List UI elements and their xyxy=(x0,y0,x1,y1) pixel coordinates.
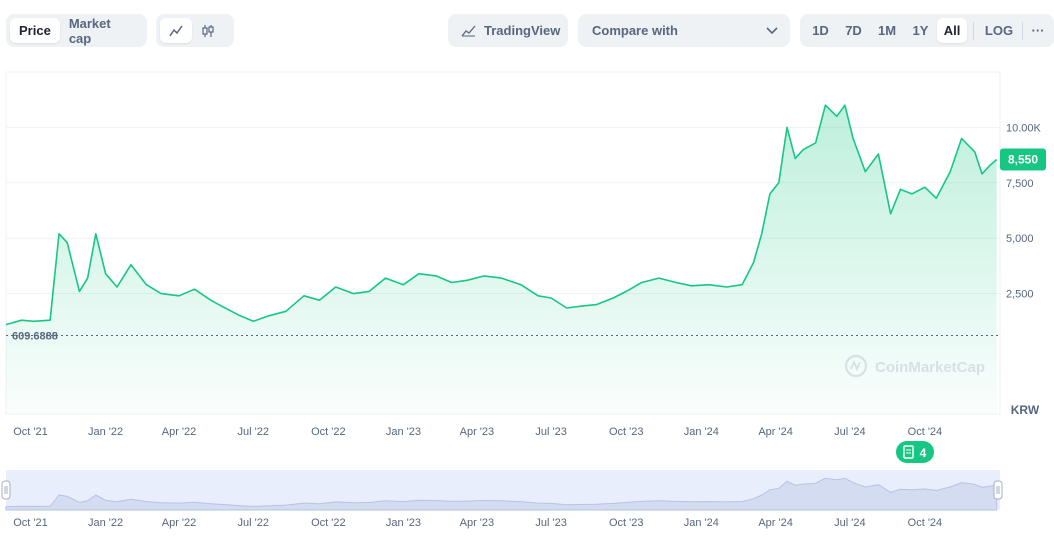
navigator-tick-label: Oct '24 xyxy=(908,517,943,529)
navigator-tick-label: Oct '23 xyxy=(609,517,644,529)
x-tick-label: Jul '23 xyxy=(535,426,566,438)
price-line xyxy=(5,104,998,326)
chart-toolbar: Price Market cap TradingView Compare wit… xyxy=(0,14,1054,48)
tradingview-label: TradingView xyxy=(484,23,561,38)
navigator-area xyxy=(5,477,998,511)
x-tick-label: Apr '23 xyxy=(460,426,495,438)
x-tick-label: Jan '24 xyxy=(684,426,719,438)
line-chart-button[interactable] xyxy=(160,18,192,43)
price-chart[interactable]: CoinMarketCap 2,500 5,000 7,500 10.00K Oct … xyxy=(0,64,1054,464)
navigator-tick-label: Jan '23 xyxy=(386,517,421,529)
x-tick-label: Apr '24 xyxy=(758,426,793,438)
x-tick-label: Jan '23 xyxy=(386,426,421,438)
divider xyxy=(973,21,974,40)
y-tick-label: 2,500 xyxy=(1006,289,1034,301)
y-tick-label: 10.00K xyxy=(1006,122,1042,134)
navigator-tick-label: Jul '22 xyxy=(238,517,269,529)
navigator-tick-label: Jul '24 xyxy=(834,517,865,529)
current-price-tag: 8,550 xyxy=(1000,148,1046,171)
chart-type-toggle xyxy=(156,14,234,47)
range-1d-button[interactable]: 1D xyxy=(812,23,829,38)
range-1y-button[interactable]: 1Y xyxy=(912,23,929,38)
navigator-tick-label: Oct '22 xyxy=(311,517,346,529)
chevron-down-icon xyxy=(766,26,778,34)
range-all-button[interactable]: All xyxy=(937,18,967,43)
compare-with-dropdown[interactable]: Compare with xyxy=(578,14,790,47)
y-tick-label: 5,000 xyxy=(1006,233,1034,245)
x-tick-label: Oct '21 xyxy=(13,426,48,438)
price-marketcap-toggle: Price Market cap xyxy=(6,14,147,47)
price-area xyxy=(6,105,997,414)
open-price-label: 609.6888 xyxy=(12,330,58,342)
coinmarketcap-watermark: CoinMarketCap xyxy=(844,354,985,378)
trend-icon xyxy=(461,25,476,36)
navigator-tick-label: Apr '24 xyxy=(758,517,793,529)
line-chart-icon xyxy=(169,25,183,36)
range-navigator[interactable]: Oct '21 Jan '22 Apr '22 Jul '22 Oct '22 Jan '… xyxy=(0,462,1054,538)
x-tick-label: Jul '24 xyxy=(834,426,865,438)
candlestick-button[interactable] xyxy=(192,18,224,43)
navigator-tick-label: Jul '23 xyxy=(535,517,566,529)
x-tick-label: Apr '22 xyxy=(162,426,197,438)
market-cap-tab[interactable]: Market cap xyxy=(68,15,111,46)
range-7d-button[interactable]: 7D xyxy=(845,23,862,38)
more-options-button[interactable]: ··· xyxy=(1031,23,1045,38)
current-price-label: 8,550 xyxy=(1008,153,1038,167)
tradingview-button[interactable]: TradingView xyxy=(452,18,569,43)
candlestick-icon xyxy=(202,24,214,37)
navigator-tick-label: Oct '21 xyxy=(13,517,48,529)
navigator-svg: Oct '21 Jan '22 Apr '22 Jul '22 Oct '22 Jan '… xyxy=(1,470,1003,529)
log-scale-button[interactable]: LOG xyxy=(984,23,1014,38)
y-tick-label: 7,500 xyxy=(1006,178,1034,190)
x-tick-label: Jul '22 xyxy=(238,426,269,438)
x-tick-label: Oct '24 xyxy=(908,426,943,438)
events-badge[interactable]: 4 xyxy=(896,441,934,463)
x-tick-label: Jan '22 xyxy=(88,426,123,438)
tradingview-button-wrap: TradingView xyxy=(448,14,568,47)
x-tick-label: Oct '23 xyxy=(609,426,644,438)
left-handle[interactable] xyxy=(1,480,11,500)
price-chart-svg: CoinMarketCap 2,500 5,000 7,500 10.00K Oct … xyxy=(5,71,1046,463)
navigator-tick-label: Jan '22 xyxy=(88,517,123,529)
divider xyxy=(1022,21,1023,40)
compare-label: Compare with xyxy=(592,23,678,38)
navigator-tick-label: Apr '22 xyxy=(162,517,197,529)
price-tab[interactable]: Price xyxy=(10,18,60,43)
watermark-text: CoinMarketCap xyxy=(875,359,985,376)
currency-label: KRW xyxy=(1011,403,1040,417)
navigator-tick-label: Jan '24 xyxy=(684,517,719,529)
events-count: 4 xyxy=(920,446,927,460)
range-1m-button[interactable]: 1M xyxy=(877,23,897,38)
range-selector: 1D 7D 1M 1Y All LOG ··· xyxy=(800,14,1054,47)
navigator-tick-label: Apr '23 xyxy=(460,517,495,529)
x-tick-label: Oct '22 xyxy=(311,426,346,438)
document-icon xyxy=(903,445,914,459)
right-handle[interactable] xyxy=(993,480,1003,500)
